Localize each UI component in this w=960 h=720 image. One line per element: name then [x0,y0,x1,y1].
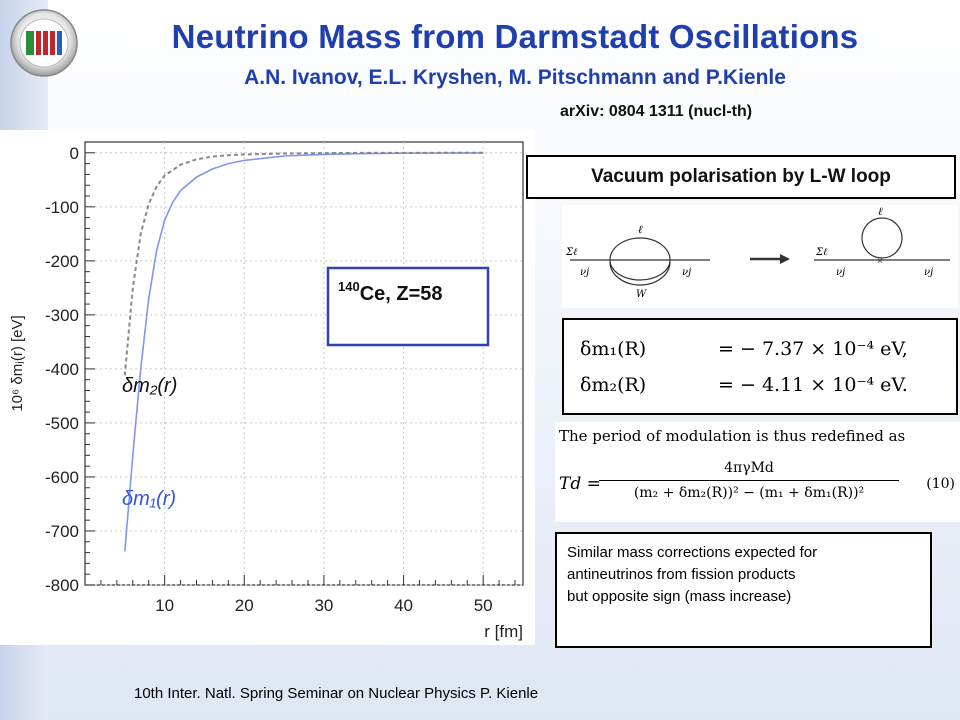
series-label-dm2: δm₂(r) [122,375,177,397]
feynman-diagrams: Σℓ νj νj ℓ W ℓ Σℓ νj νj × [562,205,958,308]
formula-lhs: Td = [559,474,601,494]
sigma-label-2: Σℓ [815,247,827,258]
mass-corrections-box: δm₁(R) = − 7.37 × 10⁻⁴ eV, δm₂(R) = − 4.11 ×… [562,318,958,415]
x-tick-label: 30 [314,596,333,615]
formula-denominator: (m₂ + δm₂(R))² − (m₁ + δm₁(R))² [633,485,865,501]
slide-title: Neutrino Mass from Darmstadt Oscillation… [171,18,859,55]
smi-logo [10,9,78,77]
y-tick-label: -600 [45,468,79,487]
lepton-label-1: ℓ [638,223,643,236]
isotope-annotation-box [326,266,490,347]
fraction-bar [599,480,899,481]
nu-label-4: νj [924,267,933,278]
plot-frame [84,141,524,586]
sigma-label-1: Σℓ [565,247,577,258]
note-line-2: antineutrinos from fission products [567,566,796,583]
mass-correction-plot: 10 20 30 40 50 0 -100 -200 -300 -400 -500 -600 -700 -… [0,130,535,645]
modulation-period-excerpt: The period of modulation is thus redefin… [555,422,960,522]
feynman-svg: Σℓ νj νj ℓ W ℓ Σℓ νj νj × [565,205,950,300]
lepton-label-2: ℓ [878,205,883,218]
period-formula: Td = 4πγMd (m₂ + δm₂(R))² − (m₁ + δm₁(R)… [559,458,957,518]
mass-correction-row-2: δm₂(R) = − 4.11 × 10⁻⁴ eV. [580,374,908,396]
vacuum-polarisation-heading: Vacuum polarisation by L-W loop [526,155,956,199]
isotope-annotation-text: 140Ce, Z=58 [338,279,443,305]
y-tick-label: -700 [45,522,79,541]
footer-text: 10th Inter. Natl. Spring Seminar on Nucl… [134,685,539,702]
y-tick-label: -800 [45,576,79,595]
authors-line: A.N. Ivanov, E.L. Kryshen, M. Pitschmann… [244,66,786,89]
x-axis-label: r [fm] [484,622,523,641]
arxiv-reference: arXiv: 0804 1311 (nucl-th) [560,103,753,120]
y-axis-label: 10⁶ δmⱼ(r) [eV] [9,315,26,411]
y-tick-label: 0 [70,144,79,163]
series-line-2 [123,151,484,376]
series-label-dm1: δm₁(r) [122,488,176,510]
formula-fraction: 4πγMd (m₂ + δm₂(R))² − (m₁ + δm₁(R))² [599,458,899,503]
y-tick-label: -200 [45,252,79,271]
x-tick-label: 40 [394,596,413,615]
y-tick-label: -400 [45,360,79,379]
formula-numerator: 4πγMd [724,460,774,476]
w-label: W [636,289,647,300]
nu-label-1: νj [580,267,589,278]
y-tick-label: -100 [45,198,79,217]
mass-correction-row-1: δm₁(R) = − 7.37 × 10⁻⁴ eV, [580,338,908,360]
note-line-1: Similar mass corrections expected for [567,544,818,561]
nu-label-3: νj [836,267,845,278]
x-tick-label: 50 [474,596,493,615]
equation-number: (10) [926,476,955,492]
antineutrino-note-box: Similar mass corrections expected for an… [555,532,932,648]
nu-label-2: νj [682,267,691,278]
y-tick-label: -500 [45,414,79,433]
plot-svg: 10 20 30 40 50 0 -100 -200 -300 -400 -500 -600 -700 -… [9,141,524,641]
vertex-cross: × [877,256,883,267]
arrow-head [780,254,790,264]
x-tick-label: 20 [235,596,254,615]
note-line-3: but opposite sign (mass increase) [567,588,792,605]
x-tick-label: 10 [155,596,174,615]
y-tick-label: -300 [45,306,79,325]
period-sentence: The period of modulation is thus redefin… [559,427,906,445]
